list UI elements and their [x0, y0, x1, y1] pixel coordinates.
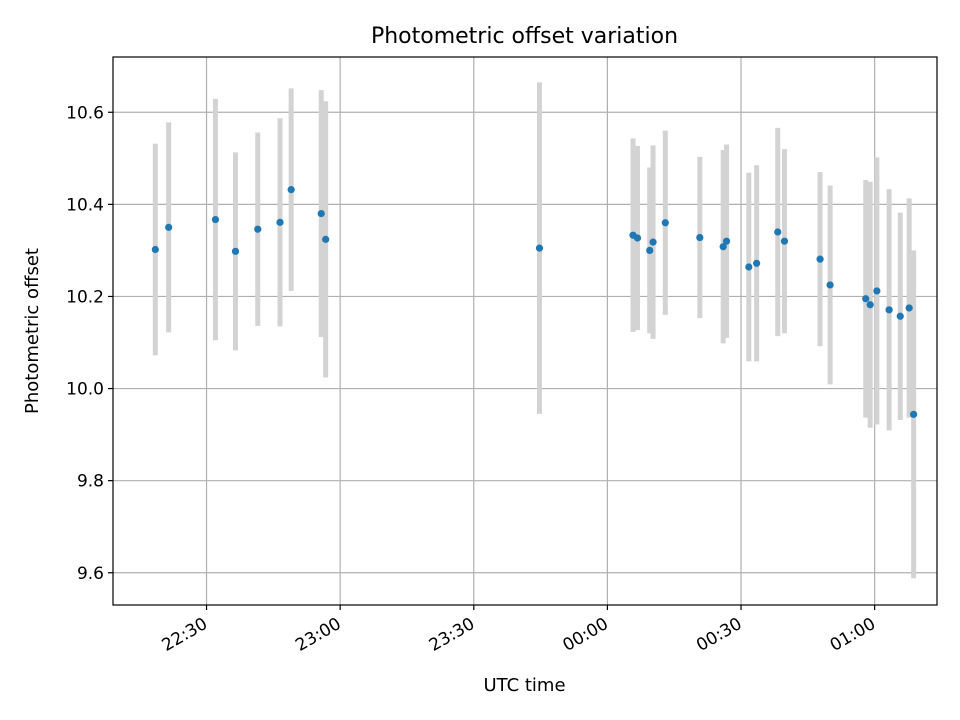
y-axis-label: Photometric offset	[22, 248, 43, 414]
data-point	[722, 237, 731, 245]
data-point	[317, 209, 325, 218]
y-axis-ticks: 9.6 9.8 10.0 10.2 10.4 10.6	[66, 103, 113, 584]
data-point	[646, 246, 654, 255]
data-point	[322, 235, 330, 243]
y-tick-label: 10.2	[66, 287, 104, 307]
chart-title: Photometric offset variation	[371, 24, 678, 49]
x-tick-label: 00:30	[693, 614, 745, 656]
x-tick-label: 23:30	[426, 614, 478, 656]
data-point	[649, 238, 657, 246]
data-point	[774, 228, 782, 236]
data-point	[254, 225, 262, 233]
plot-frame	[112, 56, 938, 606]
data-point	[896, 312, 904, 320]
data-point	[696, 233, 704, 242]
y-tick-label: 10.4	[66, 195, 104, 215]
data-point	[719, 243, 727, 251]
x-tick-label: 00:00	[559, 614, 611, 656]
data-point	[535, 244, 544, 252]
data-point	[753, 259, 761, 267]
errorbars	[152, 82, 917, 579]
data-points	[151, 186, 918, 418]
data-point	[151, 245, 159, 254]
y-tick-label: 10.0	[66, 380, 104, 400]
data-point	[780, 237, 789, 245]
data-point	[866, 301, 874, 309]
data-point	[211, 215, 220, 224]
data-point	[862, 295, 870, 303]
data-point	[905, 304, 913, 312]
x-tick-label: 01:00	[827, 614, 879, 656]
data-point	[276, 218, 284, 226]
data-point	[287, 186, 295, 194]
y-tick-label: 9.8	[77, 472, 104, 492]
data-point	[745, 263, 753, 271]
x-axis-label: UTC time	[483, 675, 565, 696]
data-point	[826, 281, 834, 289]
x-tick-label: 22:30	[159, 614, 211, 656]
x-axis-ticks: 22:30 23:00 23:30 00:00 00:30 01:00	[159, 605, 879, 656]
data-point	[910, 410, 918, 418]
data-point	[885, 306, 893, 314]
data-point	[165, 223, 173, 231]
data-point	[633, 234, 642, 242]
grid	[113, 57, 937, 605]
y-tick-label: 10.6	[66, 103, 104, 123]
y-tick-label: 9.6	[77, 564, 104, 584]
data-point	[231, 247, 240, 255]
data-point	[661, 219, 669, 227]
data-point	[816, 255, 824, 263]
x-tick-label: 23:00	[292, 614, 344, 656]
data-point	[873, 287, 881, 295]
